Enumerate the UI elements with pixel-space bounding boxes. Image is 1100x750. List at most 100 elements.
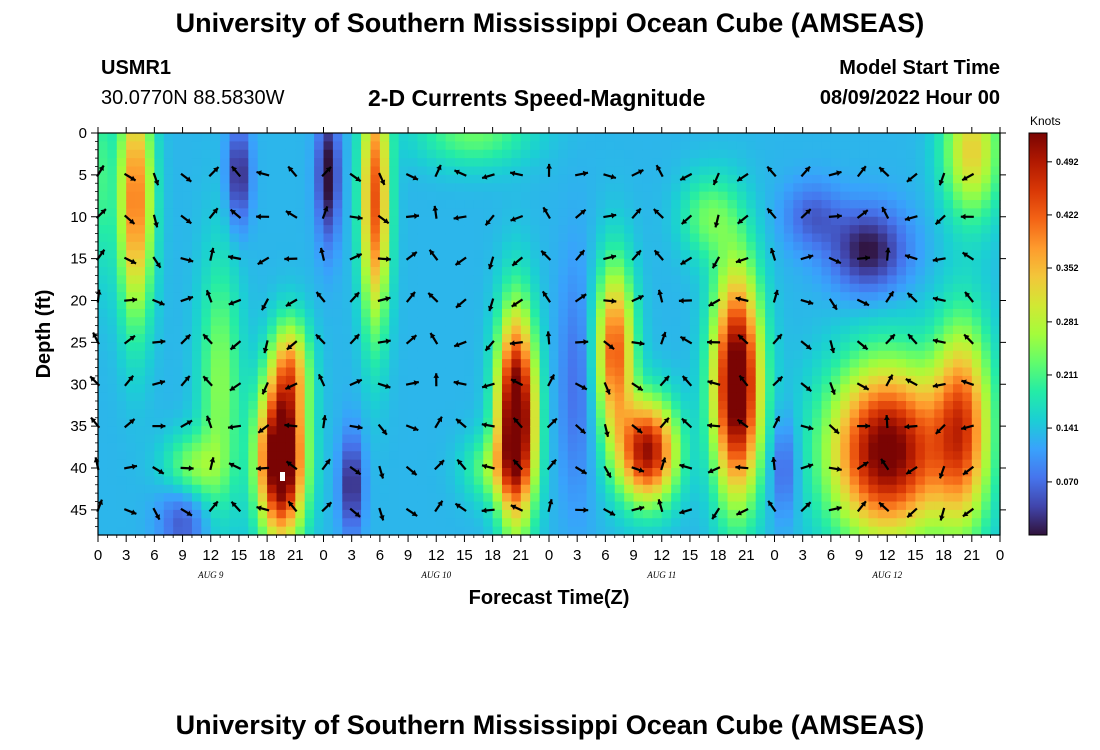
- heat-cell: [126, 166, 137, 176]
- heat-cell: [191, 250, 202, 260]
- heat-cell: [821, 493, 832, 503]
- heat-cell: [558, 442, 569, 452]
- heat-cell: [783, 258, 794, 268]
- heat-cell: [520, 526, 531, 536]
- heat-cell: [924, 208, 935, 218]
- heat-cell: [802, 509, 813, 519]
- heat-cell: [671, 275, 682, 285]
- current-vector: [828, 213, 842, 220]
- heat-cell: [455, 384, 466, 394]
- heat-cell: [191, 208, 202, 218]
- heat-cell: [332, 375, 343, 385]
- heat-cell: [830, 275, 841, 285]
- heat-cell: [502, 476, 513, 486]
- heat-cell: [520, 342, 531, 352]
- heat-cell: [661, 501, 672, 511]
- x-tick-label: 15: [907, 547, 924, 564]
- heat-cell: [210, 292, 221, 302]
- heat-cell: [990, 484, 1001, 494]
- heat-cell: [953, 325, 964, 335]
- heat-cell: [342, 233, 353, 243]
- heat-cell: [577, 451, 588, 461]
- heat-cell: [633, 484, 644, 494]
- current-vector: [660, 331, 667, 345]
- heat-cell: [304, 233, 315, 243]
- heat-cell: [238, 292, 249, 302]
- heat-cell: [229, 509, 240, 519]
- heat-cell: [821, 392, 832, 402]
- heat-cell: [605, 350, 616, 360]
- heat-cell: [520, 308, 531, 318]
- heat-cell: [736, 317, 747, 327]
- heat-cell: [257, 526, 268, 536]
- heat-cell: [417, 133, 428, 142]
- heat-cell: [595, 149, 606, 159]
- heat-cell: [671, 174, 682, 184]
- heat-cell: [746, 476, 757, 486]
- heat-cell: [276, 325, 287, 335]
- heat-cell: [896, 384, 907, 394]
- current-vector: [455, 418, 467, 429]
- heat-cell: [990, 191, 1001, 201]
- heat-cell: [220, 317, 231, 327]
- heat-cell: [323, 133, 334, 142]
- heat-cell: [163, 200, 174, 209]
- heat-cell: [567, 208, 578, 218]
- heat-cell: [971, 426, 982, 436]
- heat-cell: [859, 451, 870, 461]
- heat-cell: [971, 149, 982, 159]
- heat-cell: [257, 384, 268, 394]
- heat-cell: [774, 141, 785, 151]
- heat-cell: [511, 133, 522, 142]
- heat-cell: [605, 459, 616, 469]
- heat-cell: [238, 384, 249, 394]
- heat-cell: [586, 141, 597, 151]
- heat-cell: [417, 392, 428, 402]
- heat-cell: [182, 149, 193, 159]
- current-vector: [657, 498, 664, 513]
- heat-cell: [859, 275, 870, 285]
- heat-cell: [661, 158, 672, 168]
- heat-cell: [455, 484, 466, 494]
- current-vector: [321, 206, 329, 219]
- heat-cell: [689, 250, 700, 260]
- current-vector: [711, 507, 721, 520]
- heat-cell: [201, 359, 212, 369]
- heat-cell: [577, 476, 588, 486]
- heat-cell: [492, 225, 503, 235]
- heat-cell: [614, 476, 625, 486]
- heat-cell: [248, 409, 259, 419]
- heat-cell: [821, 308, 832, 318]
- heat-cell: [351, 409, 362, 419]
- heat-cell: [116, 367, 127, 377]
- heat-cell: [154, 375, 165, 385]
- heat-cell: [445, 501, 456, 511]
- heat-cell: [830, 493, 841, 503]
- heat-cell: [558, 250, 569, 260]
- heat-cell: [238, 526, 249, 536]
- heat-cell: [727, 417, 738, 427]
- heat-cell: [342, 493, 353, 503]
- heat-cell: [323, 141, 334, 151]
- heat-cell: [549, 442, 559, 452]
- heat-cell: [304, 225, 315, 235]
- heat-cell: [906, 258, 917, 268]
- heat-cell: [567, 334, 578, 343]
- heat-cell: [567, 275, 578, 285]
- heat-cell: [652, 476, 663, 486]
- heat-cell: [830, 509, 841, 519]
- heat-cell: [351, 375, 362, 385]
- heat-cell: [614, 208, 625, 218]
- heat-cell: [906, 426, 917, 436]
- heat-cell: [868, 451, 879, 461]
- heat-cell: [614, 350, 625, 360]
- heat-cell: [990, 250, 1001, 260]
- heat-cell: [98, 375, 108, 385]
- heat-cell: [661, 526, 672, 536]
- heat-cell: [783, 308, 794, 318]
- heat-cell: [445, 317, 456, 327]
- heat-cell: [642, 417, 653, 427]
- heat-cell: [304, 250, 315, 260]
- heat-cell: [586, 325, 597, 335]
- heat-cell: [736, 325, 747, 335]
